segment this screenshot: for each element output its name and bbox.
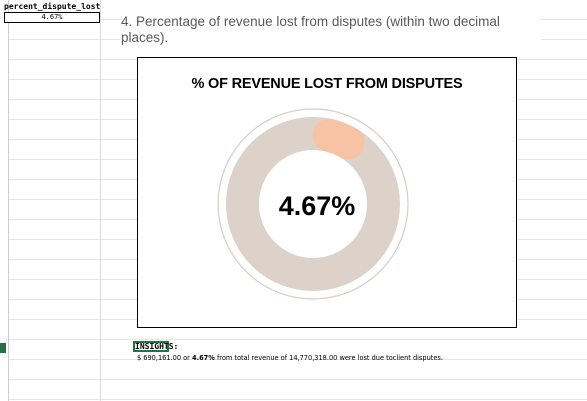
insights-label[interactable]: INSIGHTS: (135, 342, 178, 352)
insights-rest: from total revenue of 14,770,318.00 were… (215, 354, 443, 362)
insights-text: $ 690,161.00 or 4.67% from total revenue… (137, 354, 443, 363)
insights-amount: $ 690,161.00 (137, 354, 181, 362)
header-cell[interactable]: percent_dispute_lost (4, 2, 100, 11)
column-divider (100, 0, 101, 401)
row-selection-marker (0, 343, 6, 353)
insights-percent: 4.67% (192, 354, 215, 362)
donut-chart[interactable]: 4.67% % OF REVENUE LOST FROM DISPUTES (137, 57, 517, 328)
donut-chart-svg: 4.67% (138, 58, 516, 327)
value-cell[interactable]: 4.67% (4, 12, 100, 23)
donut-center-label: 4.67% (279, 191, 356, 221)
insights-connector: or (181, 354, 192, 362)
question-text: 4. Percentage of revenue lost from dispu… (121, 14, 541, 46)
row-header-strip (0, 0, 9, 401)
chart-title: % OF REVENUE LOST FROM DISPUTES (138, 76, 516, 92)
